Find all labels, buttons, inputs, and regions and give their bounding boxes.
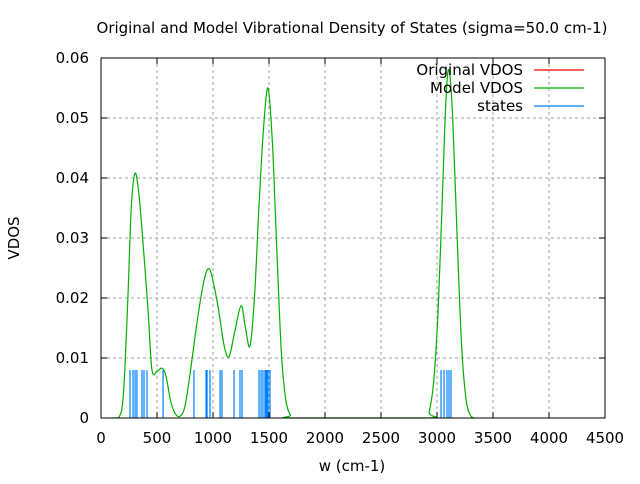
ticks: 0 500 1000 1500 2000 2500 3000 3500 4000 4500 0 0.0… (56, 49, 625, 447)
x-tick-label: 4000 (530, 429, 568, 447)
x-tick-label: 3500 (474, 429, 512, 447)
y-tick-label: 0.01 (56, 349, 89, 367)
y-axis-label: VDOS (5, 216, 23, 259)
x-axis-label: w (cm-1) (319, 457, 386, 475)
legend-label: states (477, 97, 523, 115)
x-tick-label: 2500 (362, 429, 400, 447)
x-tick-label: 500 (143, 429, 172, 447)
x-tick-label: 1500 (250, 429, 288, 447)
x-tick-label: 3000 (418, 429, 456, 447)
y-tick-label: 0 (79, 409, 89, 427)
series-states (129, 370, 452, 418)
x-tick-label: 0 (96, 429, 106, 447)
series-layer (112, 69, 475, 419)
x-tick-label: 4500 (586, 429, 624, 447)
y-tick-label: 0.03 (56, 229, 89, 247)
legend-label: Model VDOS (430, 79, 523, 97)
y-tick-label: 0.06 (56, 49, 89, 67)
y-tick-label: 0.04 (56, 169, 89, 187)
legend-label: Original VDOS (416, 61, 523, 79)
chart-title: Original and Model Vibrational Density o… (97, 19, 608, 37)
series-model-vdos-line (112, 69, 475, 419)
grid (101, 58, 605, 418)
y-tick-label: 0.05 (56, 109, 89, 127)
x-tick-label: 2000 (306, 429, 344, 447)
y-tick-label: 0.02 (56, 289, 89, 307)
x-tick-label: 1000 (194, 429, 232, 447)
